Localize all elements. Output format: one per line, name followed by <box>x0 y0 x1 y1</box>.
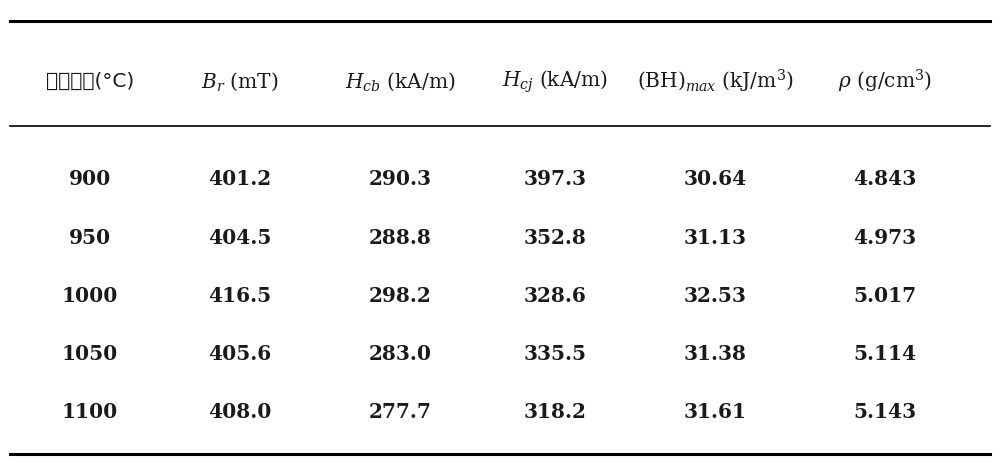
Text: 31.13: 31.13 <box>684 228 746 247</box>
Text: 烧结温度(°C): 烧结温度(°C) <box>46 72 134 91</box>
Text: $H_{cb}\ \mathrm{(kA/m)}$: $H_{cb}\ \mathrm{(kA/m)}$ <box>345 70 455 93</box>
Text: $\mathrm{(BH)}_{max}\ \mathrm{(kJ/m^3)}$: $\mathrm{(BH)}_{max}\ \mathrm{(kJ/m^3)}$ <box>637 68 793 95</box>
Text: 288.8: 288.8 <box>369 228 431 247</box>
Text: 277.7: 277.7 <box>369 403 431 422</box>
Text: 5.017: 5.017 <box>853 286 917 306</box>
Text: 31.38: 31.38 <box>684 344 746 364</box>
Text: 950: 950 <box>69 228 111 247</box>
Text: 408.0: 408.0 <box>208 403 272 422</box>
Text: 397.3: 397.3 <box>524 170 586 189</box>
Text: 31.61: 31.61 <box>684 403 746 422</box>
Text: 283.0: 283.0 <box>368 344 432 364</box>
Text: 290.3: 290.3 <box>368 170 432 189</box>
Text: 1100: 1100 <box>62 403 118 422</box>
Text: 405.6: 405.6 <box>208 344 272 364</box>
Text: $H_{cj}\ \mathrm{(kA/m)}$: $H_{cj}\ \mathrm{(kA/m)}$ <box>502 69 608 95</box>
Text: 1000: 1000 <box>62 286 118 306</box>
Text: 30.64: 30.64 <box>683 170 747 189</box>
Text: 4.843: 4.843 <box>853 170 917 189</box>
Text: 298.2: 298.2 <box>369 286 431 306</box>
Text: 352.8: 352.8 <box>524 228 586 247</box>
Text: $\rho\ \mathrm{(g/cm^3)}$: $\rho\ \mathrm{(g/cm^3)}$ <box>838 68 932 95</box>
Text: $B_r\ \mathrm{(mT)}$: $B_r\ \mathrm{(mT)}$ <box>201 70 279 93</box>
Text: 5.143: 5.143 <box>853 403 917 422</box>
Text: 318.2: 318.2 <box>524 403 586 422</box>
Text: 328.6: 328.6 <box>524 286 586 306</box>
Text: 401.2: 401.2 <box>208 170 272 189</box>
Text: 1050: 1050 <box>62 344 118 364</box>
Text: 5.114: 5.114 <box>853 344 917 364</box>
Text: 32.53: 32.53 <box>684 286 746 306</box>
Text: 900: 900 <box>69 170 111 189</box>
Text: 335.5: 335.5 <box>524 344 586 364</box>
Text: 404.5: 404.5 <box>208 228 272 247</box>
Text: 416.5: 416.5 <box>208 286 272 306</box>
Text: 4.973: 4.973 <box>853 228 917 247</box>
